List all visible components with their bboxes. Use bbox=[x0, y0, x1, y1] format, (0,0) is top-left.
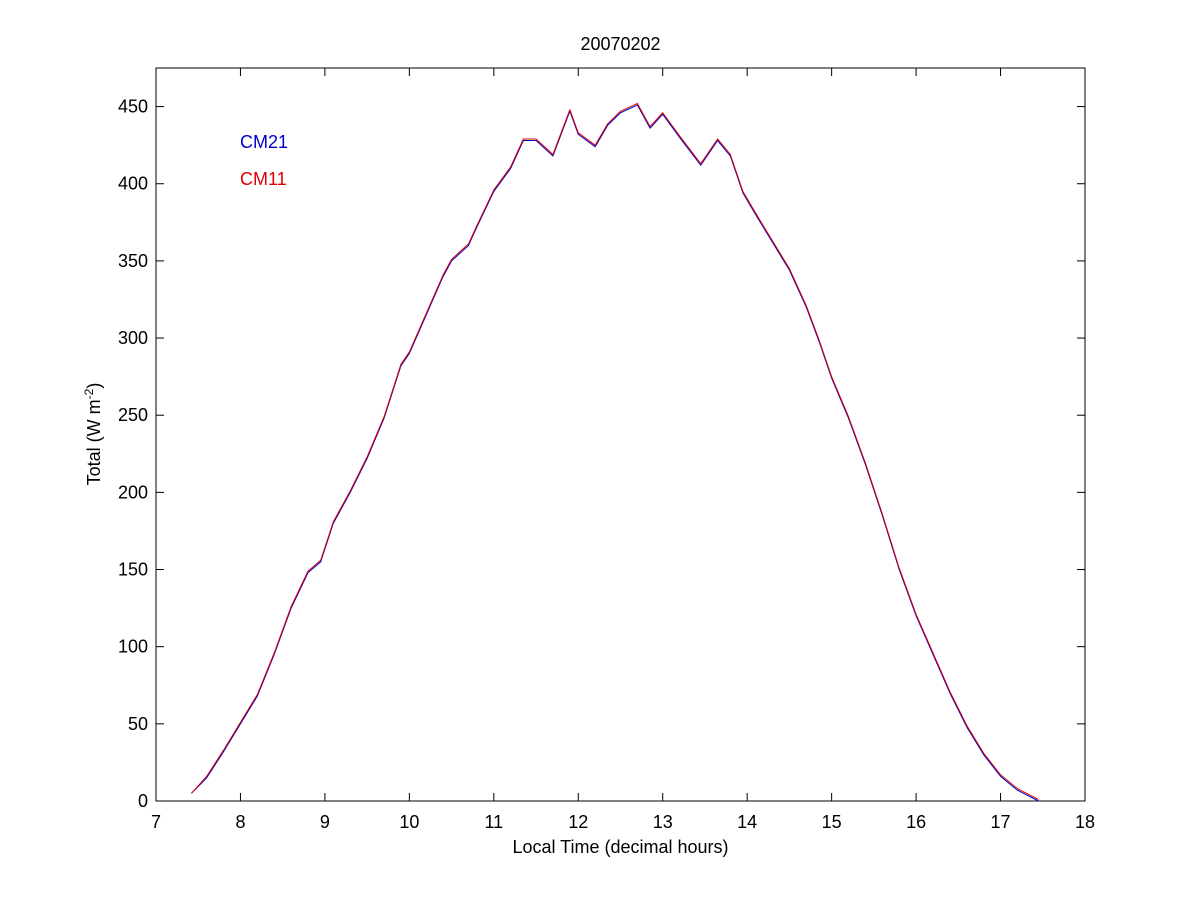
chart-title: 20070202 bbox=[580, 34, 660, 54]
y-tick-label-4: 200 bbox=[118, 482, 148, 502]
y-tick-label-3: 150 bbox=[118, 560, 148, 580]
y-tick-label-6: 300 bbox=[118, 328, 148, 348]
series-line-cm21 bbox=[191, 104, 1039, 802]
y-axis-ticks: 0 50 100 150 200 250 300 350 400 450 bbox=[118, 97, 1085, 811]
y-tick-label-0: 0 bbox=[138, 791, 148, 811]
y-axis-label-end: ) bbox=[84, 383, 104, 389]
y-tick-label-1: 50 bbox=[128, 714, 148, 734]
x-tick-label-4: 11 bbox=[484, 812, 503, 832]
legend-entry-cm21: CM21 bbox=[240, 132, 288, 152]
legend-entry-cm11: CM11 bbox=[240, 169, 287, 189]
plot-area-frame bbox=[155, 67, 1086, 802]
x-tick-label-10: 17 bbox=[991, 812, 1011, 832]
y-axis-label-superscript: -2 bbox=[82, 388, 96, 399]
x-tick-label-11: 18 bbox=[1075, 812, 1095, 832]
series-line-cm11 bbox=[191, 102, 1039, 800]
x-tick-label-8: 15 bbox=[822, 812, 842, 832]
x-axis-label: Local Time (decimal hours) bbox=[512, 837, 728, 857]
x-axis-ticks: 7 8 9 10 11 12 13 14 15 16 17 18 bbox=[151, 68, 1095, 832]
y-tick-label-8: 400 bbox=[118, 174, 148, 194]
x-tick-label-1: 8 bbox=[235, 812, 245, 832]
y-tick-label-7: 350 bbox=[118, 251, 148, 271]
x-tick-label-0: 7 bbox=[151, 812, 161, 832]
y-axis-label: Total (W m-2) bbox=[82, 383, 104, 486]
series-lines bbox=[191, 102, 1039, 802]
x-tick-label-2: 9 bbox=[320, 812, 330, 832]
x-tick-label-3: 10 bbox=[399, 812, 419, 832]
y-axis-label-base: Total (W m bbox=[84, 399, 104, 485]
y-tick-label-5: 250 bbox=[118, 405, 148, 425]
x-tick-label-9: 16 bbox=[906, 812, 926, 832]
y-tick-label-2: 100 bbox=[118, 637, 148, 657]
x-tick-label-5: 12 bbox=[568, 812, 588, 832]
x-tick-label-6: 13 bbox=[653, 812, 673, 832]
y-tick-label-9: 450 bbox=[118, 97, 148, 117]
x-tick-label-7: 14 bbox=[737, 812, 757, 832]
legend: CM21 CM11 bbox=[240, 132, 288, 189]
